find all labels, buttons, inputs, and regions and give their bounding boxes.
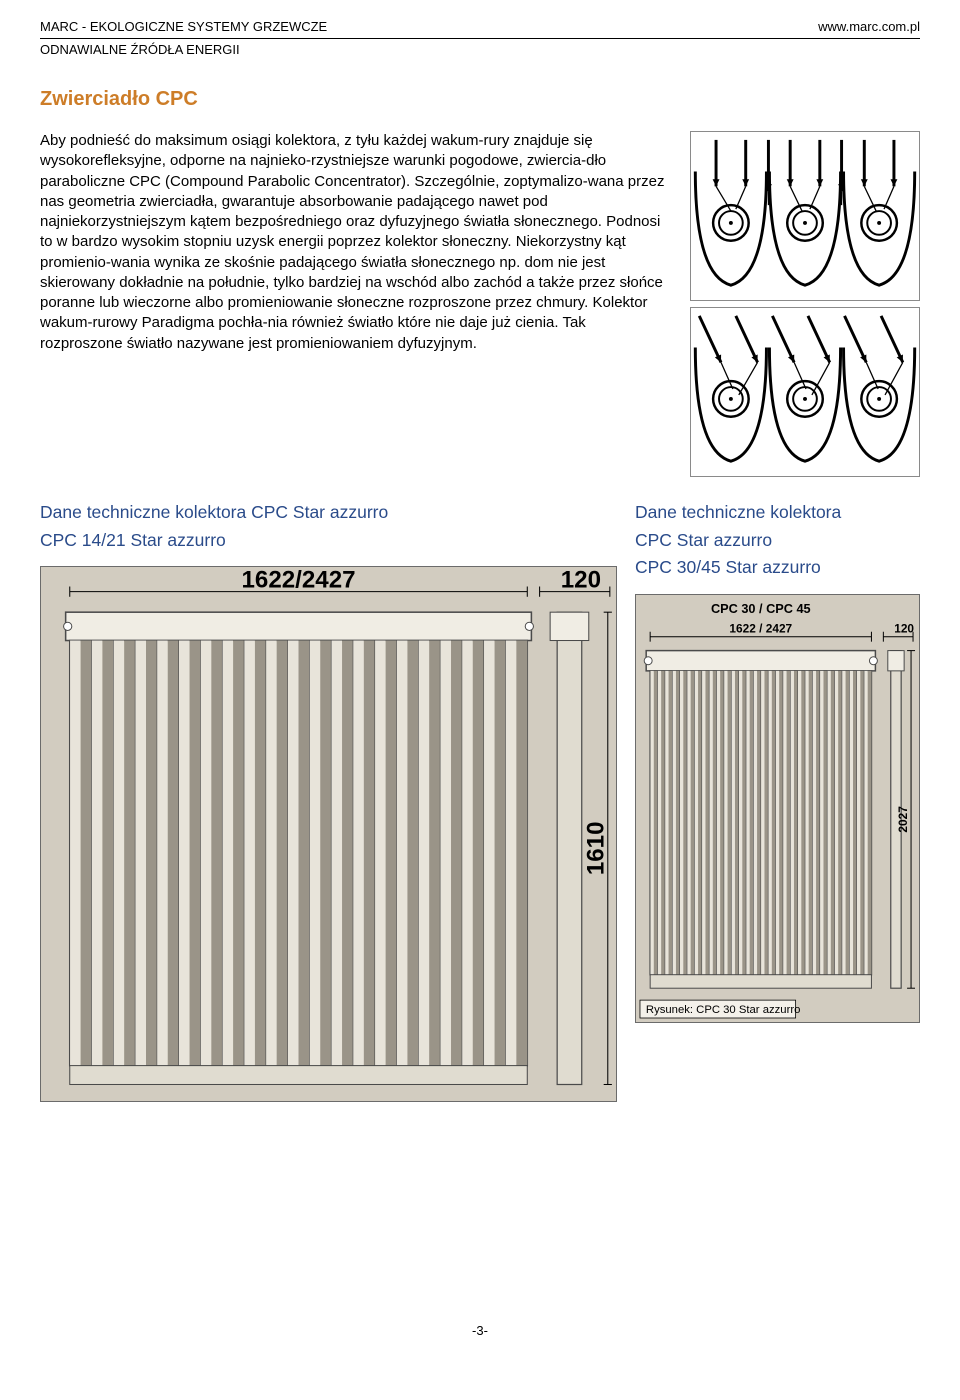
right-tech-title-3: CPC 30/45 Star azzurro	[635, 556, 920, 580]
section-title: Zwierciadło CPC	[40, 86, 920, 113]
svg-text:120: 120	[561, 567, 601, 594]
svg-text:2027: 2027	[896, 806, 910, 833]
left-tech-title-1: Dane techniczne kolektora CPC Star azzur…	[40, 501, 617, 525]
header-left: MARC - EKOLOGICZNE SYSTEMY GRZEWCZE	[40, 18, 327, 36]
svg-text:1622 / 2427: 1622 / 2427	[729, 622, 792, 636]
page-number: -3-	[40, 1322, 920, 1340]
right-tech-title-1: Dane techniczne kolektora	[635, 501, 920, 525]
collector-left-drawing: 1622/2427 120 1610	[40, 566, 617, 1102]
collector-right-drawing: CPC 30 / CPC 45 1622 / 2427 120 2027 Rysunek…	[635, 594, 920, 1023]
header-right: www.marc.com.pl	[818, 18, 920, 36]
cpc-diagram-direct	[690, 131, 920, 301]
cpc-diagram-column	[690, 131, 920, 477]
right-tech-title-2: CPC Star azzurro	[635, 529, 920, 553]
cpc-diagram-diffuse	[690, 307, 920, 477]
svg-text:120: 120	[894, 622, 914, 636]
svg-text:1622/2427: 1622/2427	[241, 567, 355, 594]
collector-left-wrap: 1622/2427 120 1610	[40, 566, 617, 1102]
header-sub: ODNAWIALNE ŹRÓDŁA ENERGII	[40, 41, 920, 59]
svg-text:1610: 1610	[583, 822, 610, 876]
body-text: Aby podnieść do maksimum osiągi kolektor…	[40, 131, 672, 477]
svg-text:CPC 30 / CPC 45: CPC 30 / CPC 45	[711, 601, 811, 616]
left-tech-title-2: CPC 14/21 Star azzurro	[40, 529, 617, 553]
svg-text:Rysunek: CPC 30 Star azzurro: Rysunek: CPC 30 Star azzurro	[646, 1004, 800, 1016]
collector-right-wrap: CPC 30 / CPC 45 1622 / 2427 120 2027 Rysunek…	[635, 594, 920, 1023]
page-header: MARC - EKOLOGICZNE SYSTEMY GRZEWCZE www.…	[40, 18, 920, 39]
